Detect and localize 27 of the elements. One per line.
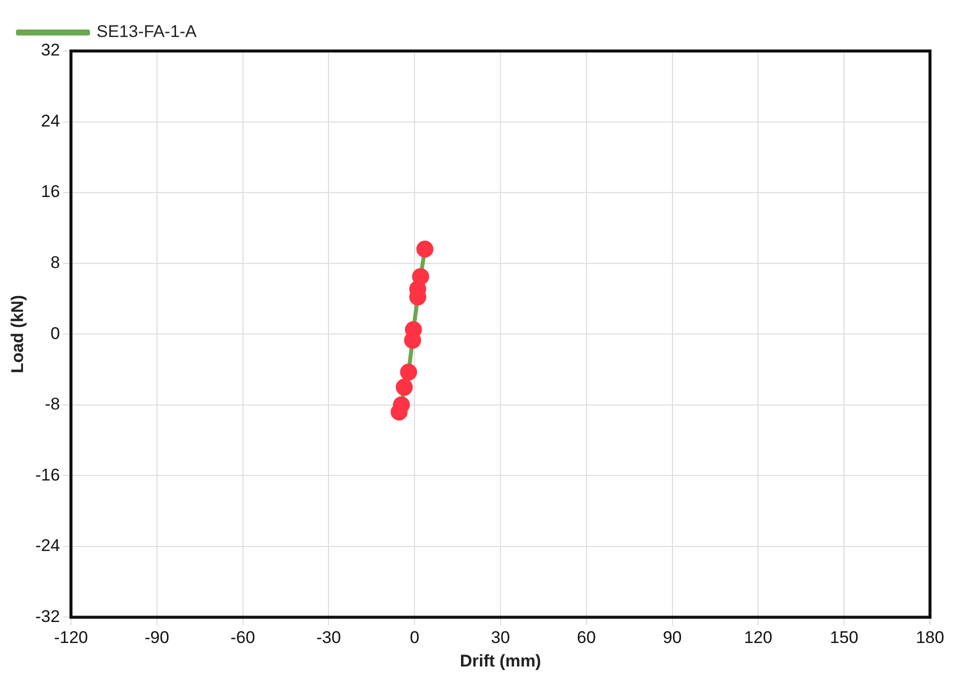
x-tick-label: 60 (576, 628, 596, 648)
y-tick-label: 0 (50, 324, 60, 343)
x-tick-label: 180 (916, 628, 944, 648)
x-tick-label: -90 (144, 628, 170, 648)
y-tick-label: 32 (41, 40, 60, 60)
y-tick-label: 24 (41, 111, 60, 130)
y-tick-label: 16 (41, 182, 60, 202)
x-axis-title: Drift (mm) (460, 651, 542, 670)
y-tick-label: 8 (50, 253, 60, 272)
point (396, 378, 413, 396)
y-tick-label: -16 (35, 465, 60, 484)
x-tick-label: -30 (316, 628, 341, 648)
x-tick-label: 30 (491, 628, 510, 648)
point (400, 364, 418, 381)
x-tick-label: 120 (744, 628, 772, 648)
point (416, 240, 434, 258)
x-tick-label: 0 (410, 628, 420, 648)
y-tick-label: -32 (35, 606, 60, 626)
y-axis-title: Load (kN) (8, 294, 27, 374)
y-tick-label: -24 (35, 536, 60, 556)
x-tick-label: 150 (830, 628, 858, 648)
x-tick-label: -60 (230, 628, 256, 648)
x-tick-label: 90 (662, 628, 682, 648)
y-tick-label: -8 (44, 394, 60, 414)
legend-label: SE13-FA-1-A (96, 22, 198, 42)
x-tick-label: -120 (54, 628, 88, 648)
point (412, 268, 430, 286)
